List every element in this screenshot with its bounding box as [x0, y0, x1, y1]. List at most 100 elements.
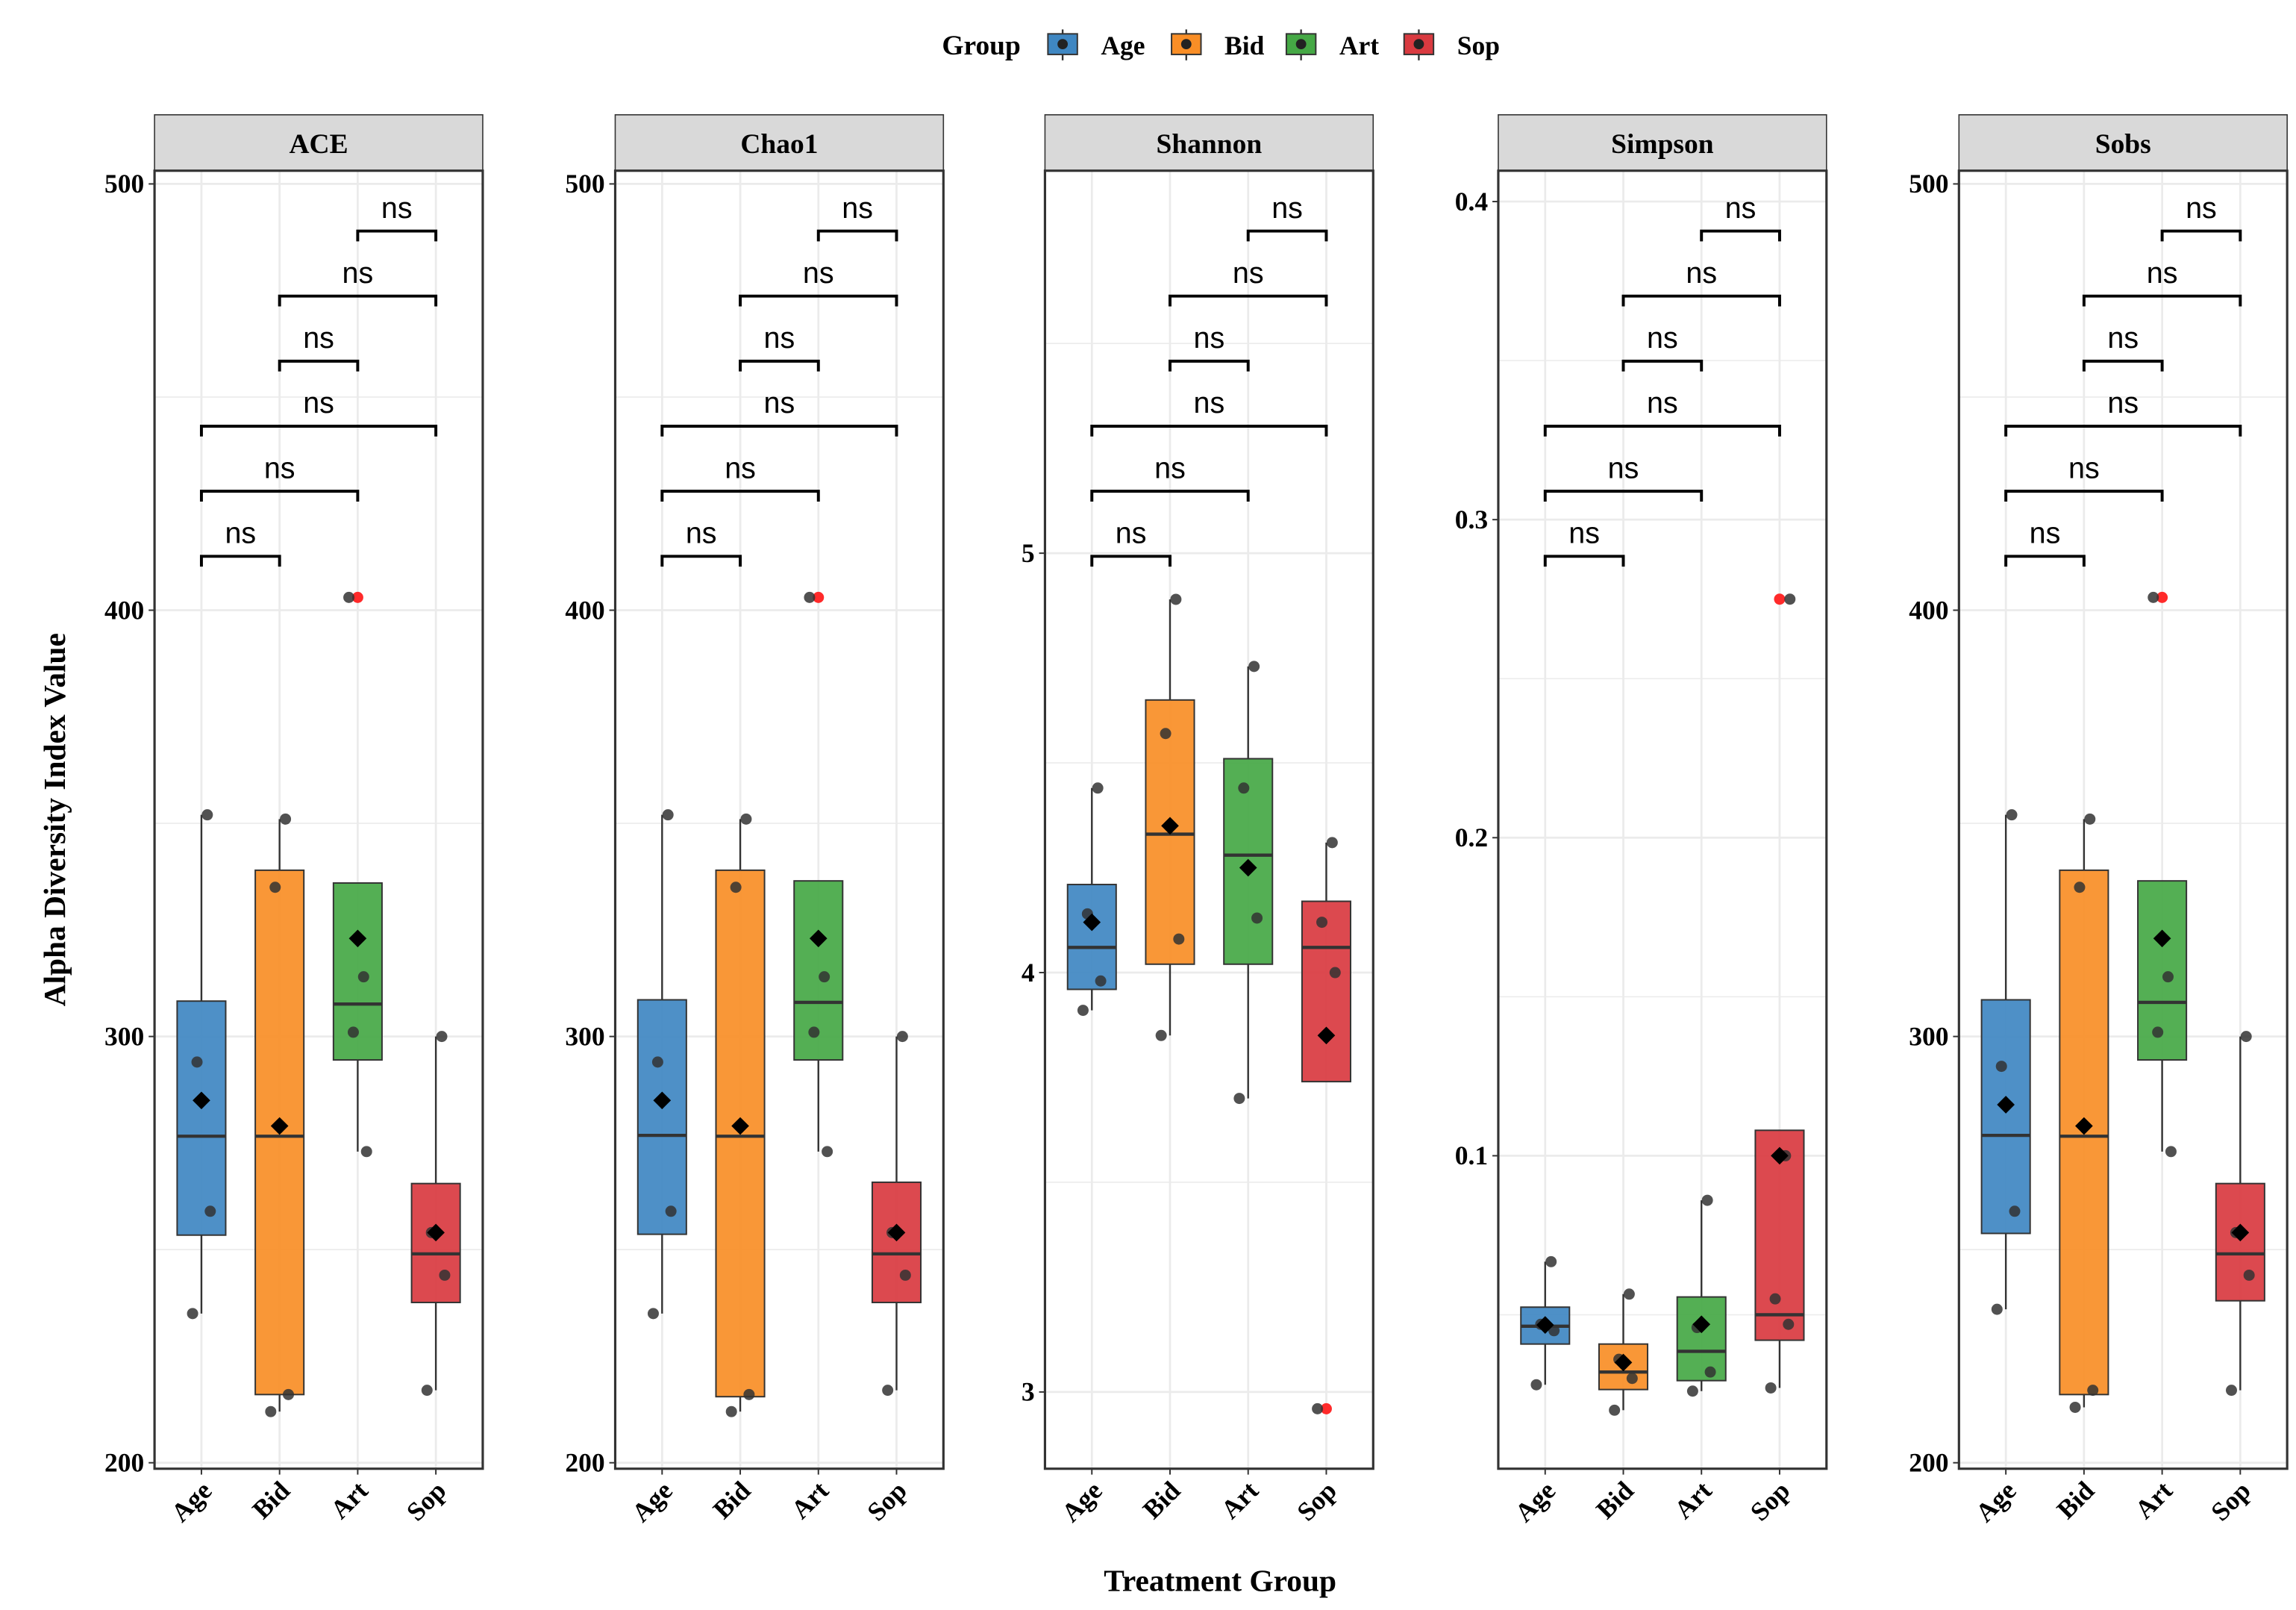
data-point: [804, 591, 816, 603]
legend-label-sop: Sop: [1457, 31, 1500, 60]
x-tick-label: Age: [1509, 1476, 1561, 1528]
data-point: [896, 1031, 908, 1043]
y-tick-label: 3: [1022, 1377, 1035, 1407]
legend-key-point: [1295, 39, 1307, 50]
significance-bracket: ns: [660, 452, 820, 502]
significance-bracket: ns: [2004, 387, 2242, 437]
data-point: [2225, 1385, 2237, 1397]
data-point: [265, 1405, 277, 1417]
bracket-line: [199, 490, 360, 502]
significance-label: ns: [2186, 192, 2217, 225]
bracket-line: [2004, 555, 2086, 567]
mean-marker: [809, 929, 828, 948]
data-point: [1316, 917, 1328, 929]
data-point: [2240, 1031, 2252, 1043]
significance-label: ns: [1647, 322, 1678, 355]
data-point: [1095, 975, 1107, 987]
data-point: [651, 1056, 663, 1068]
bracket-line: [660, 555, 742, 567]
significance-bracket: ns: [1543, 387, 1781, 437]
significance-bracket: ns: [199, 452, 360, 502]
legend-label-age: Age: [1101, 31, 1145, 60]
significance-bracket: ns: [660, 517, 742, 567]
data-point: [662, 809, 674, 821]
bracket-line: [739, 359, 820, 372]
data-point: [421, 1385, 433, 1397]
x-tick-label: Art: [1215, 1476, 1264, 1525]
significance-label: ns: [1194, 387, 1225, 419]
bracket-line: [1700, 229, 1781, 242]
panel-title: Shannon: [1157, 129, 1263, 160]
significance-label: ns: [686, 517, 717, 550]
x-tick-label: Age: [626, 1476, 678, 1528]
boxplot-bid: [254, 813, 305, 1417]
data-point: [740, 813, 752, 825]
legend-label-art: Art: [1339, 31, 1379, 60]
box: [1754, 1129, 1805, 1341]
x-tick-label: Bid: [1590, 1475, 1639, 1524]
data-point: [357, 971, 369, 983]
bracket-line: [356, 229, 438, 242]
significance-label: ns: [2107, 322, 2139, 355]
bracket-line: [199, 425, 438, 437]
mean-marker: [2075, 1117, 2093, 1135]
y-axis-title: Alpha Diversity Index Value: [37, 633, 72, 1006]
data-point: [1530, 1379, 1542, 1391]
data-point: [360, 1146, 372, 1158]
significance-bracket: ns: [1090, 452, 1250, 502]
mean-marker: [731, 1117, 749, 1135]
y-tick-label: 400: [565, 595, 604, 625]
bracket-line: [2082, 359, 2164, 372]
box: [176, 1000, 227, 1236]
x-tick-label: Sop: [1291, 1476, 1342, 1527]
legend-key-point: [1180, 39, 1192, 50]
mean-marker: [1692, 1315, 1711, 1334]
y-tick-label: 0.3: [1455, 505, 1488, 534]
significance-bracket: ns: [816, 192, 898, 242]
significance-label: ns: [303, 387, 334, 419]
panel-title: ACE: [289, 129, 348, 160]
data-point: [187, 1308, 198, 1320]
data-point: [2243, 1269, 2255, 1281]
x-tick-label: Age: [1969, 1476, 2021, 1528]
panel-border: [153, 169, 484, 1470]
box: [1301, 900, 1351, 1083]
data-point: [191, 1056, 203, 1068]
significance-label: ns: [342, 257, 374, 290]
significance-label: ns: [1271, 192, 1303, 225]
data-point: [2069, 1401, 2081, 1413]
significance-bracket: ns: [2004, 517, 2086, 567]
data-point: [2162, 971, 2174, 983]
mean-marker: [1536, 1316, 1554, 1334]
significance-bracket: ns: [1090, 517, 1172, 567]
panel-strip: [1958, 114, 2288, 172]
data-point: [1783, 1318, 1795, 1330]
box: [636, 999, 687, 1235]
significance-label: ns: [381, 192, 413, 225]
data-point: [1548, 1325, 1560, 1337]
legend-label-bid: Bid: [1224, 31, 1265, 60]
y-tick-label: 500: [104, 169, 144, 199]
bracket-line: [278, 294, 438, 307]
x-tick-label: Art: [785, 1476, 834, 1525]
data-point: [347, 1026, 359, 1038]
significance-bracket: ns: [1543, 452, 1704, 502]
panel-border: [613, 169, 945, 1470]
legend-key-sop: [1403, 33, 1435, 55]
data-point: [743, 1388, 755, 1400]
significance-bracket: ns: [1621, 257, 1781, 307]
mean-marker: [1161, 817, 1179, 835]
x-tick-label: Art: [325, 1476, 374, 1525]
bracket-line: [1246, 229, 1328, 242]
data-point: [822, 1146, 833, 1158]
bracket-line: [2004, 490, 2164, 502]
panel-strip: [154, 114, 484, 172]
data-point: [1170, 593, 1182, 605]
significance-label: ns: [764, 322, 795, 355]
x-tick-label: Art: [2129, 1476, 2178, 1525]
bracket-line: [2082, 294, 2242, 307]
significance-label: ns: [1608, 452, 1639, 484]
legend-title: Group: [942, 31, 1020, 61]
data-point: [2084, 813, 2096, 825]
